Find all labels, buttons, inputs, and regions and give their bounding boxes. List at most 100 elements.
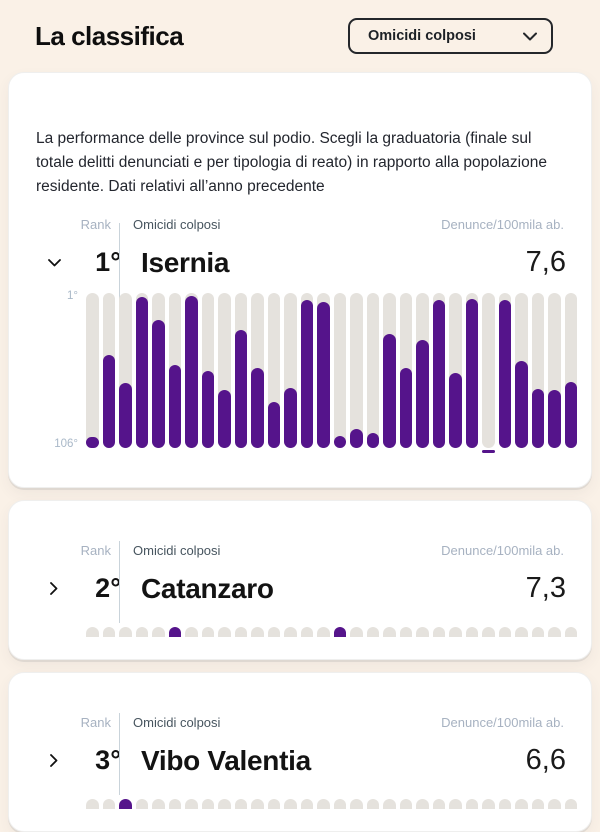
rank-bar-peek (333, 799, 346, 809)
rank-bar (234, 329, 247, 449)
column-divider (119, 713, 120, 795)
page-title: La classifica (35, 20, 184, 51)
rank-bar-peek (366, 627, 379, 637)
rank-bar-peek (119, 627, 132, 637)
rank-bar-peek (416, 627, 429, 637)
rank-bar (432, 300, 445, 449)
rank-bar-peek (465, 627, 478, 637)
rank-bar-track (366, 293, 379, 449)
expand-chevron-icon[interactable] (39, 754, 69, 767)
rank-bar-track (284, 293, 297, 449)
collapse-chevron-icon[interactable] (39, 258, 69, 267)
rank-bar-peek (300, 627, 313, 637)
topbar: La classifica Omicidi colposi (0, 0, 600, 64)
column-divider (119, 541, 120, 623)
rank-bar-peek (119, 799, 132, 809)
category-select-value: Omicidi colposi (368, 28, 476, 44)
rank-bar-peek (449, 799, 462, 809)
rank-bar (465, 298, 478, 449)
rank-value: 6,6 (525, 744, 566, 776)
rank-row[interactable]: 3° Vibo Valentia 6,6 (9, 744, 591, 777)
rank-bar-peek (383, 627, 396, 637)
rank-bar (416, 340, 429, 449)
rank-bar-track (267, 293, 280, 449)
expand-chevron-icon[interactable] (39, 582, 69, 595)
rank-bar (482, 450, 495, 454)
rank-bar-peek (399, 799, 412, 809)
rank-bar-track (564, 293, 577, 449)
chart-header: Rank Omicidi colposi Denunce/100mila ab. (9, 217, 591, 232)
rank-bar (201, 371, 214, 449)
rank-bar-peek (267, 799, 280, 809)
chart-header: Rank Omicidi colposi Denunce/100mila ab. (9, 715, 591, 730)
rank-bar (350, 428, 363, 449)
rank-bar-track (350, 293, 363, 449)
rank-bar-peek (218, 627, 231, 637)
rank-bar-peek (399, 627, 412, 637)
rank-history-peek (86, 799, 577, 809)
rank-bar-track (317, 293, 330, 449)
rank-bar-track (482, 293, 495, 454)
rank-bar-peek (548, 627, 561, 637)
rank-bar-track (234, 293, 247, 449)
rank-bar-peek (168, 627, 181, 637)
rank-bar (564, 381, 577, 449)
chart-header: Rank Omicidi colposi Denunce/100mila ab. (9, 543, 591, 558)
rank-bar-track (152, 293, 165, 449)
rank-bar (449, 372, 462, 449)
rank-bar-peek (201, 627, 214, 637)
rank-bar-peek (383, 799, 396, 809)
rank-position: 2° (95, 573, 121, 603)
category-select[interactable]: Omicidi colposi (348, 18, 553, 54)
rank-bar-peek (201, 799, 214, 809)
rank-bar-peek (267, 627, 280, 637)
rank-bar-peek (317, 627, 330, 637)
rank-bar (119, 383, 132, 449)
rank-bar (135, 297, 148, 449)
rank-bar-peek (432, 627, 445, 637)
rank-bar-peek (498, 627, 511, 637)
rank-bar-track (135, 293, 148, 449)
rank-bar-peek (531, 627, 544, 637)
rank-history-chart (86, 293, 577, 454)
rank-bar-peek (366, 799, 379, 809)
rank-bar-peek (135, 627, 148, 637)
rank-bar-track (102, 293, 115, 449)
rank-position: 1° (95, 247, 121, 278)
rank-bar-track (465, 293, 478, 449)
rank-bar-track (218, 293, 231, 449)
metric-column-label: Omicidi colposi (133, 715, 221, 730)
rank-bar-track (300, 293, 313, 449)
rank-position: 3° (95, 745, 121, 775)
rank-bar-peek (135, 799, 148, 809)
rank-bar-peek (86, 627, 99, 637)
rank-bar (548, 390, 561, 449)
rank-bar-peek (333, 627, 346, 637)
value-column-label: Denunce/100mila ab. (441, 543, 564, 558)
rank-bar-track (168, 293, 181, 449)
rank-bar-peek (251, 799, 264, 809)
rank-bar (317, 301, 330, 449)
rank-bar-track (201, 293, 214, 449)
rank-value: 7,3 (525, 572, 566, 604)
rank-bar-peek (251, 627, 264, 637)
rank-bar-peek (168, 799, 181, 809)
ranking-card-2: Rank Omicidi colposi Denunce/100mila ab.… (8, 500, 592, 660)
rank-bar (102, 355, 115, 449)
rank-bar-track (399, 293, 412, 449)
rank-bar-track (548, 293, 561, 449)
rank-bar-peek (300, 799, 313, 809)
rank-bar-track (449, 293, 462, 449)
rank-bar (383, 334, 396, 449)
rank-bar-track (432, 293, 445, 449)
rank-column-label: Rank (80, 715, 111, 730)
rank-bar-peek (152, 627, 165, 637)
rank-history-chart-area: 1° 106° (54, 290, 577, 454)
rank-bar-track (498, 293, 511, 449)
axis-bottom-label: 106° (54, 438, 78, 451)
rank-row[interactable]: 2° Catanzaro 7,3 (9, 572, 591, 605)
rank-bar-peek (482, 627, 495, 637)
rank-bar-peek (432, 799, 445, 809)
rank-bar (185, 296, 198, 449)
rank-row[interactable]: 1° Isernia 7,6 (9, 246, 591, 279)
